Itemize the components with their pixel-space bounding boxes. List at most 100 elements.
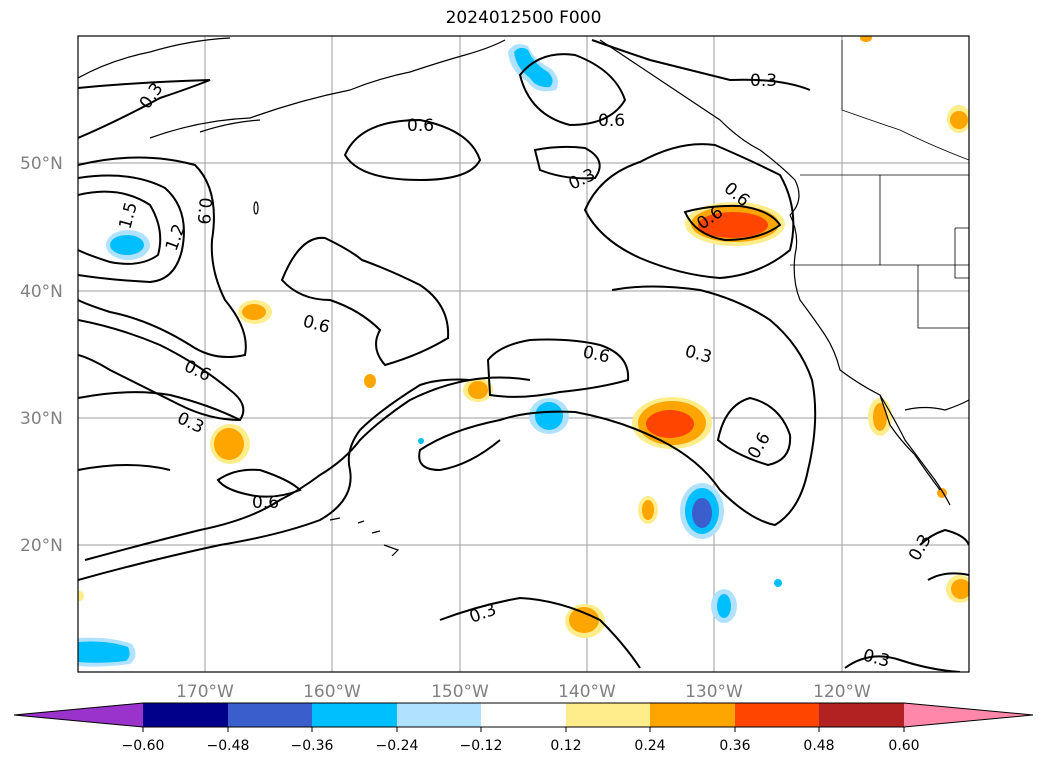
contour-03-se (844, 655, 961, 672)
blob-140w-13n (565, 604, 605, 638)
contour-09-west (78, 156, 247, 358)
contour-label: 0.3 (861, 646, 892, 672)
lon-label-120w: 120°W (813, 682, 871, 702)
border-states (790, 175, 969, 329)
contour-label: 0.3 (566, 165, 599, 195)
coast-baja (879, 394, 941, 491)
map-title: 2024012500 F000 (445, 8, 602, 28)
blob-153w-33n (364, 374, 376, 388)
border-canada-inner (841, 40, 969, 161)
coast-pacific-northwest (789, 214, 951, 506)
contour-03-north-small (533, 145, 601, 180)
shaded-fields (78, 36, 969, 667)
contour-06-center (486, 338, 630, 398)
lat-label-50n: 50°N (20, 154, 63, 174)
colorbar-tick-label: 0.24 (634, 738, 665, 754)
colorbar-swatch (481, 703, 566, 727)
blob-gulf-of-alaska (508, 44, 558, 92)
contour-label: 0.3 (750, 71, 777, 91)
lon-label-140w: 140°W (558, 682, 616, 702)
contour-label: 0.9 (193, 197, 215, 226)
contour-label-group: 0.3 0.6 0.6 0.3 0.3 1.5 1.2 0.9 0.6 0.6 … (116, 71, 936, 672)
contour-06-big-central (583, 143, 795, 280)
colorbar-swatch (397, 703, 481, 727)
contour-label: 0.3 (174, 408, 207, 438)
blob-central-pacific-30n (632, 397, 712, 449)
blob-west-28n (210, 424, 250, 464)
blob-west-43n (106, 230, 150, 260)
contour-03-east-edge (919, 528, 969, 581)
lat-label-20n: 20°N (20, 536, 63, 556)
contour-03-south (439, 596, 641, 669)
contour-label: 0.6 (181, 356, 214, 386)
lat-label-40n: 40°N (20, 282, 63, 302)
map-plot-area: 0.3 0.6 0.6 0.3 0.3 1.5 1.2 0.9 0.6 0.6 … (78, 36, 969, 672)
map-frame (77, 35, 970, 673)
lon-label-170w: 170°W (176, 682, 234, 702)
contour-06-alaska (518, 53, 627, 127)
coast-alaska-panhandle (599, 39, 800, 216)
lon-label-160w: 160°W (303, 682, 361, 702)
island-guadalupe (253, 201, 259, 215)
colorbar-extend-high (904, 703, 1033, 727)
contour-label: 0.6 (581, 342, 612, 367)
contour-06-center-left (280, 236, 450, 367)
colorbar-tick-label: 0.12 (550, 738, 581, 754)
colorbar-tick-label: 0.60 (888, 738, 919, 754)
contour-06-east (716, 396, 792, 467)
graticule (78, 36, 969, 672)
coastlines (78, 37, 969, 557)
contour-label: 0.6 (301, 312, 332, 338)
colorbar-tick-label: −0.12 (460, 738, 503, 754)
colorbar-tick-label: −0.60 (122, 738, 165, 754)
blob-145w-32n (463, 378, 493, 402)
lon-label-150w: 150°W (431, 682, 489, 702)
contour-03-ne (591, 39, 811, 91)
contour-15-west (78, 190, 162, 265)
colorbar-ticks (142, 727, 905, 732)
contour-03-center (418, 285, 817, 527)
contour-06-west-mid (78, 319, 245, 422)
contour-label: 0.3 (683, 342, 714, 368)
islands-hawaii (329, 517, 400, 557)
colorbar: −0.60 −0.48 −0.36 −0.24 −0.12 0.12 0.24 … (13, 702, 1034, 754)
blob-baja (868, 398, 892, 436)
contour-label: 0.6 (598, 111, 625, 131)
colorbar-tick-label: 0.36 (719, 738, 750, 754)
contour-06-north (343, 118, 482, 182)
contour-label: 1.2 (162, 221, 190, 253)
contour-label: 0.6 (252, 493, 279, 513)
colorbar-swatch (228, 703, 312, 727)
colorbar-tick-label: −0.36 (291, 738, 334, 754)
contour-label: 0.6 (407, 116, 434, 136)
lat-label-30n: 30°N (20, 409, 63, 429)
contour-03-center-long (84, 376, 531, 561)
blob-tiny-cyan-2 (418, 438, 424, 444)
colorbar-tick-label: −0.24 (376, 738, 419, 754)
colorbar-swatch (819, 703, 904, 727)
colorbar-extend-low (14, 703, 143, 727)
blob-137w-23n (638, 496, 658, 524)
contours (78, 39, 969, 672)
coast-mexico (904, 399, 969, 411)
blob-129w-15n (711, 589, 737, 623)
colorbar-tick-label: 0.48 (803, 738, 834, 754)
colorbar-swatch (566, 703, 650, 727)
longitude-labels: 170°W 160°W 150°W 140°W 130°W 120°W (176, 682, 871, 702)
blob-east-edge-15n (946, 575, 969, 603)
coast-alaska-peninsula (78, 37, 506, 139)
blob-west-38n (238, 300, 272, 324)
contour-12-west (78, 174, 185, 284)
contour-03-west (78, 79, 211, 139)
latitude-labels: 50°N 40°N 30°N 20°N (20, 154, 63, 556)
lon-label-130w: 130°W (685, 682, 743, 702)
colorbar-swatch (312, 703, 397, 727)
blob-east-edge-53n (947, 105, 969, 133)
blob-130w-23n (680, 483, 724, 539)
contour-06-small-oregon (683, 204, 782, 242)
colorbar-tick-label: −0.48 (207, 738, 250, 754)
blob-top-edge (860, 36, 872, 42)
colorbar-swatch (143, 703, 228, 727)
colorbar-swatch (650, 703, 735, 727)
